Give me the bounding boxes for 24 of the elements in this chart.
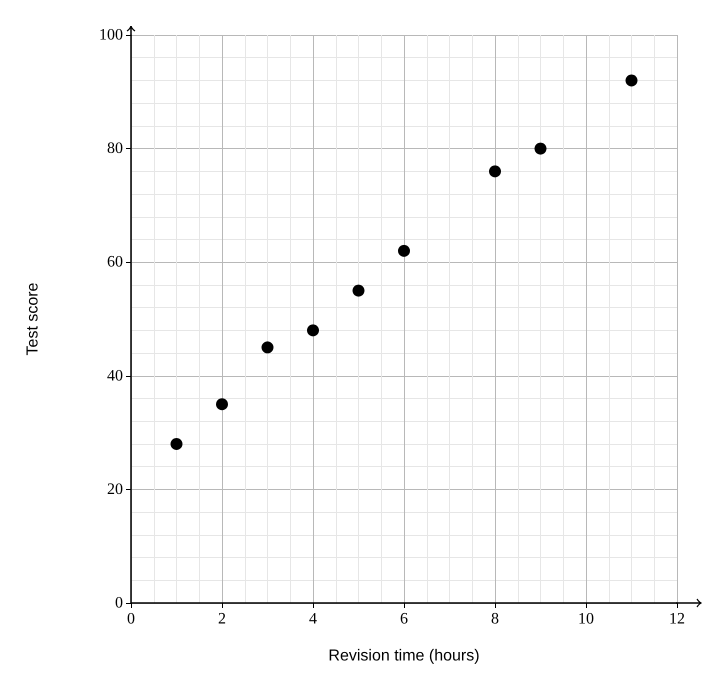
y-tick-label: 0 — [115, 594, 123, 612]
x-tick-label: 0 — [127, 610, 135, 628]
x-tick-label: 10 — [578, 610, 594, 628]
point — [626, 74, 638, 86]
point — [489, 165, 501, 178]
y-tick-label: 100 — [99, 26, 123, 44]
point — [398, 244, 410, 257]
point — [534, 142, 546, 155]
x-tick-label: 6 — [400, 610, 408, 628]
x-tick-label: 2 — [218, 610, 226, 628]
y-tick-label: 20 — [107, 480, 123, 498]
point — [307, 324, 319, 336]
x-tick-label: 4 — [309, 610, 317, 628]
x-tick-label: 12 — [669, 610, 685, 628]
x-tick-label: 8 — [491, 610, 499, 628]
point — [262, 341, 274, 354]
y-axis-title: Test score — [24, 282, 42, 356]
y-tick-label: 80 — [107, 140, 123, 158]
point — [352, 284, 364, 297]
y-tick-label: 60 — [107, 254, 123, 271]
x-axis-title: Revision time (hours) — [328, 648, 480, 664]
point — [216, 398, 228, 410]
point — [170, 438, 182, 450]
y-tick-label: 40 — [107, 367, 123, 384]
